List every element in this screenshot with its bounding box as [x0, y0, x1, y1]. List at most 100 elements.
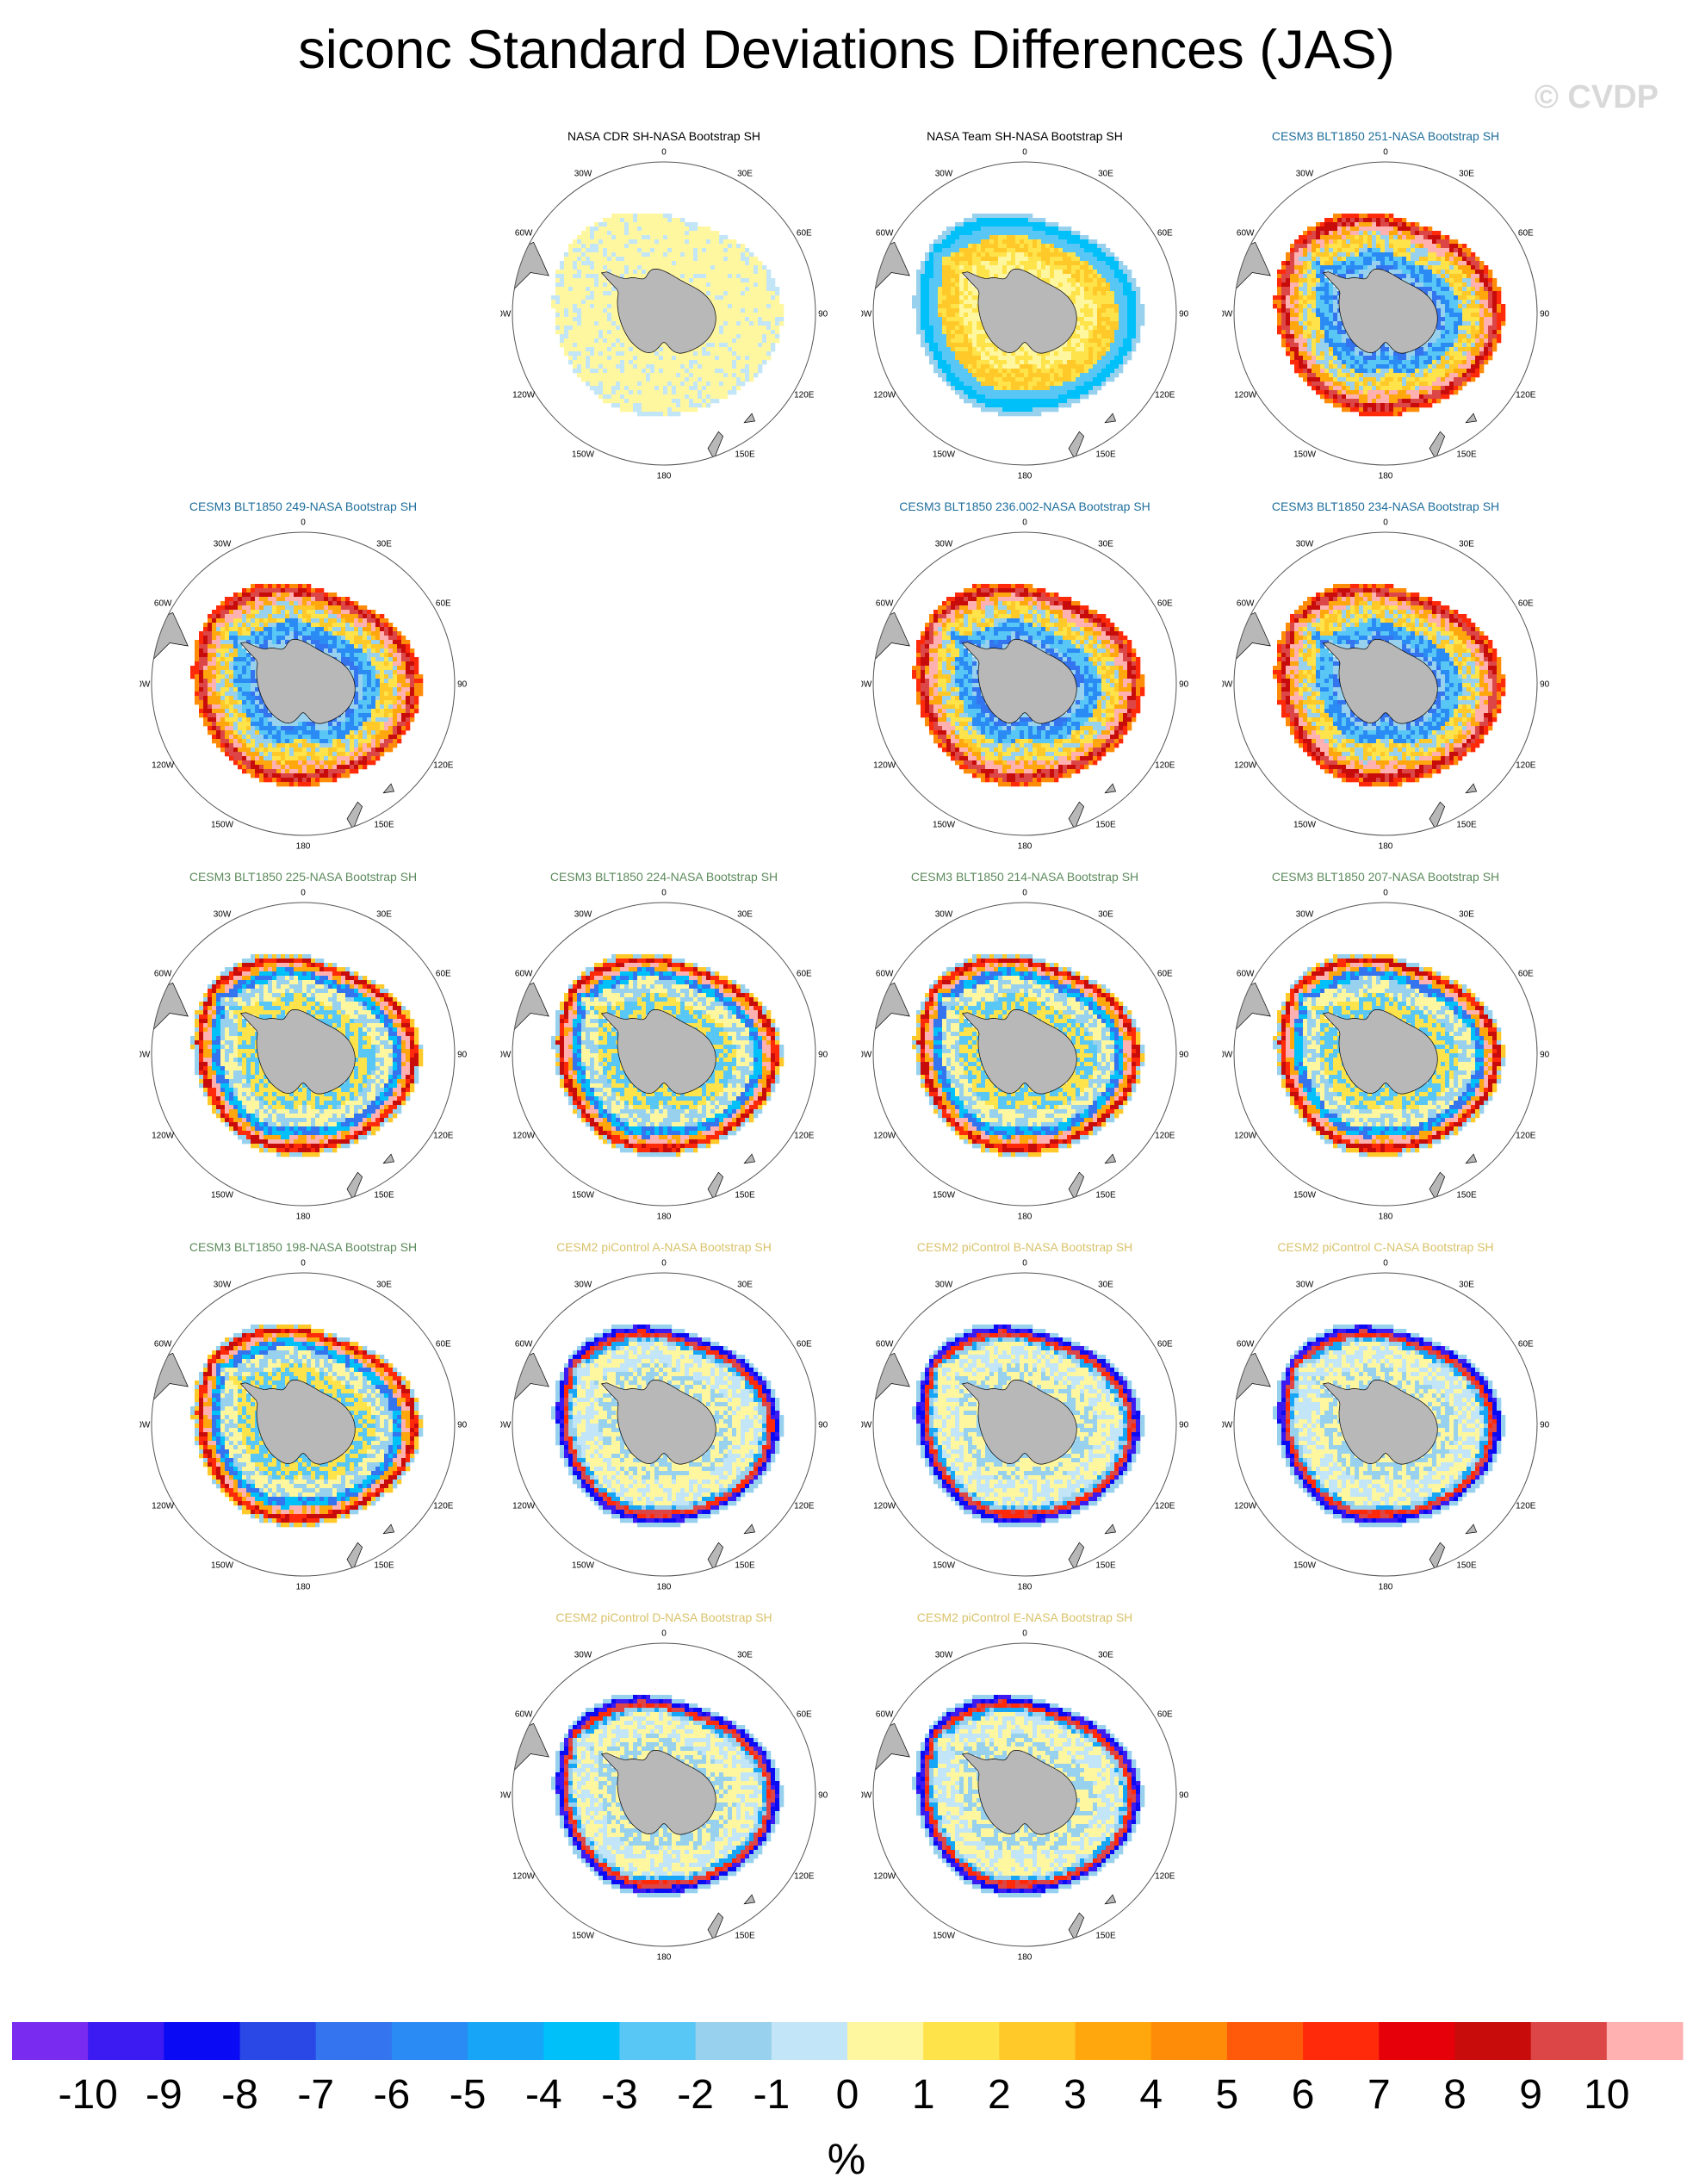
- data-cell: [1458, 278, 1462, 282]
- data-cell: [968, 394, 972, 399]
- data-cell: [1385, 226, 1389, 231]
- data-cell: [1041, 382, 1045, 386]
- data-cell: [689, 270, 693, 274]
- data-cell: [741, 278, 745, 282]
- data-cell: [1428, 252, 1432, 257]
- data-cell: [629, 222, 633, 226]
- data-cell: [1372, 252, 1376, 257]
- data-cell: [1398, 265, 1402, 270]
- data-cell: [1454, 244, 1458, 248]
- data-cell: [1355, 244, 1359, 248]
- data-cell: [1114, 278, 1119, 282]
- data-cell: [1320, 222, 1324, 226]
- data-cell: [1389, 364, 1393, 369]
- data-cell: [1389, 231, 1393, 235]
- data-cell: [1419, 351, 1423, 356]
- data-cell: [1367, 377, 1372, 382]
- data-cell: [1286, 334, 1290, 338]
- data-cell: [1376, 239, 1380, 244]
- data-cell: [741, 274, 745, 278]
- data-cell: [573, 248, 577, 252]
- data-cell: [1097, 308, 1101, 313]
- data-cell: [1067, 360, 1071, 364]
- data-cell: [732, 291, 736, 295]
- data-cell: [560, 326, 564, 330]
- data-cell: [1076, 291, 1080, 295]
- data-cell: [1037, 373, 1041, 377]
- data-cell: [1488, 300, 1492, 304]
- data-cell: [672, 386, 676, 390]
- data-cell: [1479, 343, 1484, 347]
- data-cell: [1488, 334, 1492, 338]
- data-cell: [1084, 257, 1088, 261]
- data-cell: [1441, 244, 1445, 248]
- data-cell: [933, 313, 938, 317]
- data-cell: [972, 394, 977, 399]
- data-cell: [1367, 356, 1372, 360]
- data-cell: [698, 278, 702, 282]
- data-cell: [1436, 248, 1441, 252]
- data-cell: [607, 386, 611, 390]
- data-cell: [620, 360, 624, 364]
- data-cell: [925, 326, 929, 330]
- data-cell: [1488, 347, 1492, 351]
- data-cell: [715, 295, 719, 300]
- data-cell: [616, 214, 620, 218]
- data-cell: [1007, 218, 1011, 222]
- data-cell: [1277, 270, 1281, 274]
- data-cell: [1002, 222, 1007, 226]
- data-cell: [1024, 231, 1028, 235]
- data-cell: [693, 356, 698, 360]
- data-cell: [603, 364, 607, 369]
- data-cell: [1312, 347, 1316, 351]
- data-cell: [1290, 351, 1294, 356]
- data-cell: [1462, 270, 1467, 274]
- data-cell: [1312, 252, 1316, 257]
- data-cell: [581, 369, 586, 373]
- data-cell: [728, 390, 732, 394]
- data-cell: [762, 356, 766, 360]
- data-cell: [586, 291, 590, 295]
- data-cell: [607, 226, 611, 231]
- data-cell: [1316, 321, 1320, 326]
- data-cell: [1127, 317, 1132, 321]
- data-cell: [929, 261, 933, 265]
- data-cell: [1484, 351, 1488, 356]
- data-cell: [1432, 235, 1436, 239]
- data-cell: [1462, 326, 1467, 330]
- data-cell: [1290, 291, 1294, 295]
- data-cell: [1067, 390, 1071, 394]
- data-cell: [1479, 334, 1484, 338]
- data-cell: [981, 214, 985, 218]
- data-cell: [577, 343, 581, 347]
- data-cell: [964, 282, 968, 287]
- data-cell: [586, 313, 590, 317]
- data-cell: [775, 330, 779, 334]
- data-cell: [723, 317, 728, 321]
- data-cell: [1050, 278, 1054, 282]
- data-cell: [1067, 261, 1071, 265]
- data-cell: [577, 239, 581, 244]
- data-cell: [977, 334, 981, 338]
- data-cell: [916, 326, 921, 330]
- data-cell: [1363, 386, 1367, 390]
- data-cell: [1372, 248, 1376, 252]
- data-cell: [1337, 360, 1342, 364]
- data-cell: [1110, 360, 1114, 364]
- data-cell: [1058, 364, 1063, 369]
- data-cell: [702, 364, 706, 369]
- data-cell: [1286, 308, 1290, 313]
- data-cell: [1346, 214, 1350, 218]
- data-cell: [1307, 270, 1312, 274]
- data-cell: [1376, 399, 1380, 403]
- data-cell: [1479, 321, 1484, 326]
- data-cell: [603, 265, 607, 270]
- data-cell: [766, 304, 771, 308]
- data-cell: [968, 252, 972, 257]
- data-cell: [1501, 313, 1505, 317]
- data-cell: [1380, 347, 1385, 351]
- data-cell: [1449, 239, 1454, 244]
- data-cell: [702, 403, 706, 407]
- data-cell: [1041, 226, 1045, 231]
- data-cell: [698, 382, 702, 386]
